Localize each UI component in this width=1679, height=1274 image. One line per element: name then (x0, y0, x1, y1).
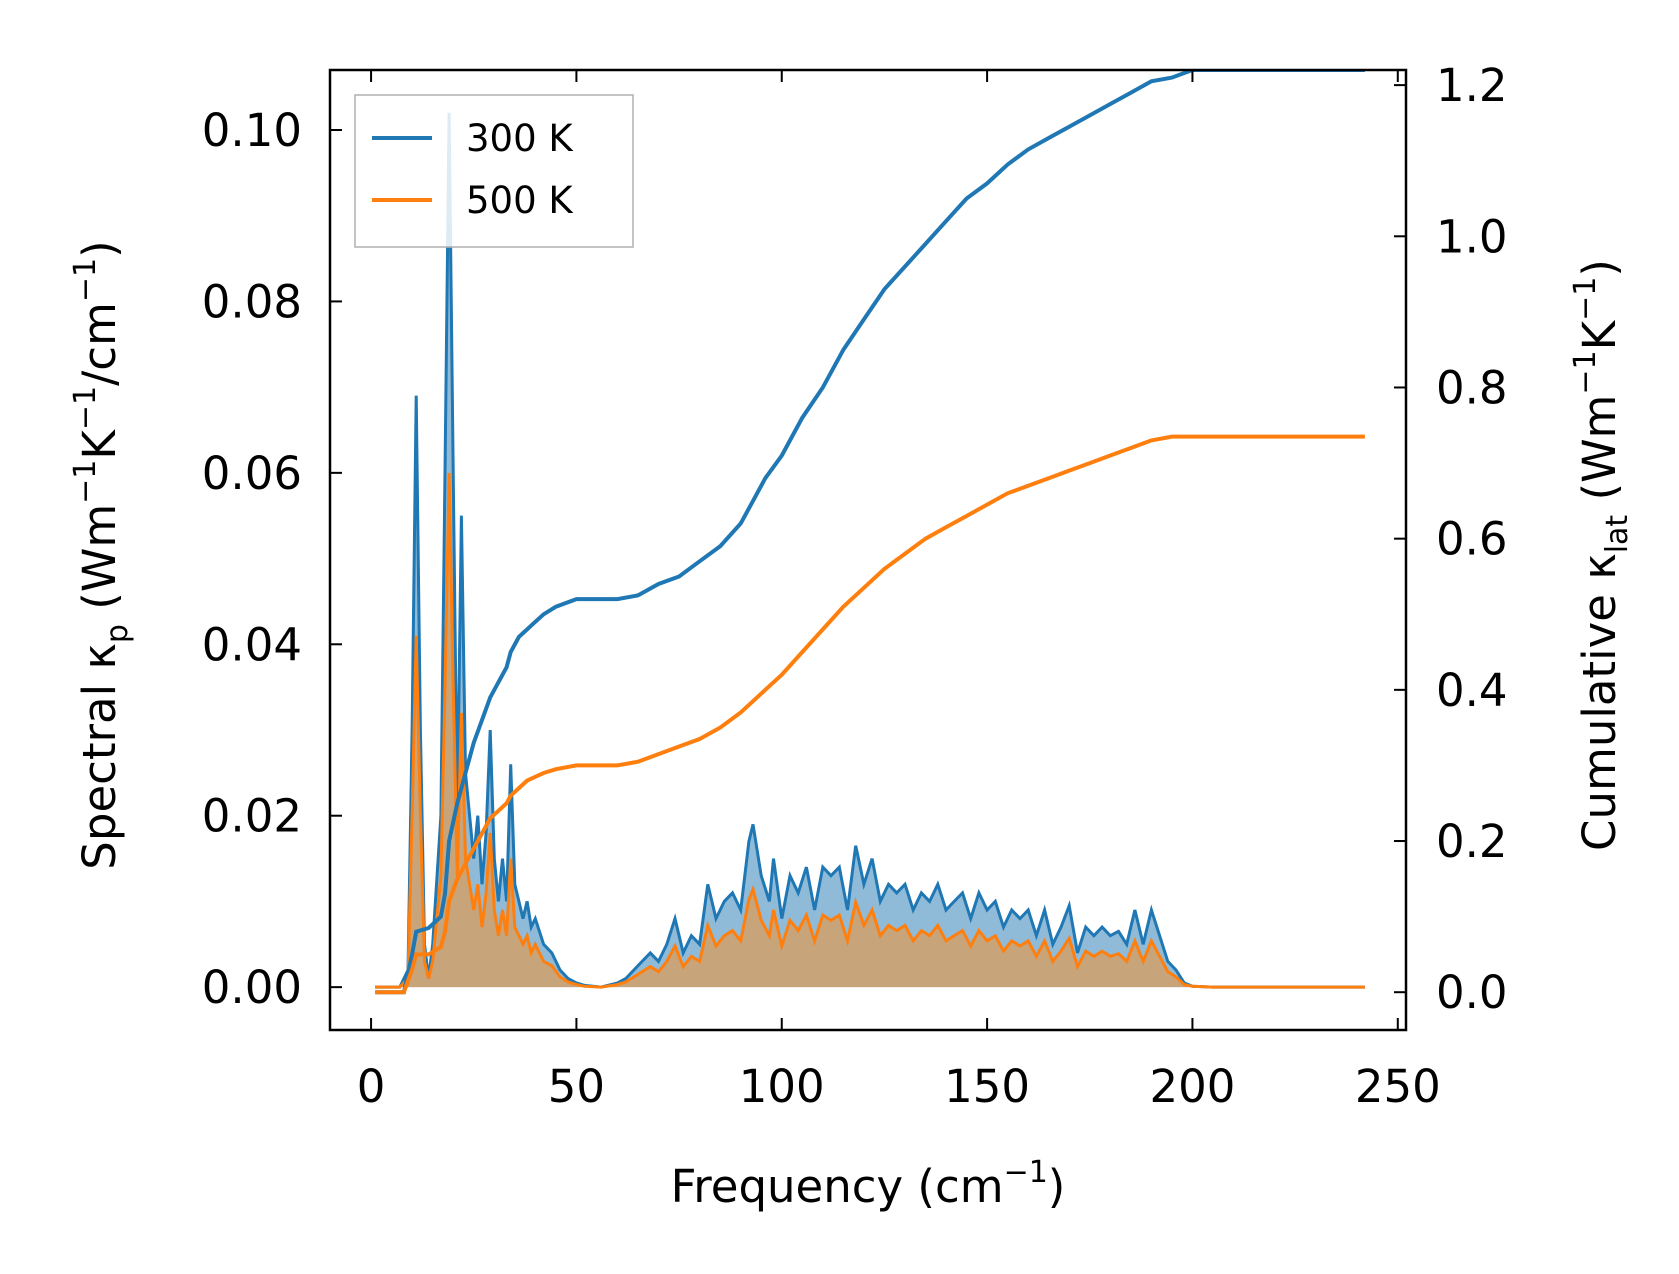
y-left-tick-label-0: 0.00 (202, 961, 302, 1014)
x-axis-title: Frequency (cm−1) (671, 1155, 1066, 1213)
y-right-tick-label-3: 0.6 (1436, 513, 1508, 566)
spectral-500k-line (375, 472, 1365, 989)
y-right-tick-label-4: 0.8 (1436, 361, 1508, 414)
legend-label-300k: 300 K (466, 117, 574, 160)
x-tick-label-4: 200 (1149, 1060, 1235, 1113)
legend-box (354, 94, 634, 248)
y-axis-right-title: Cumulative κlat (Wm−1K−1) (1568, 259, 1635, 851)
y-right-tick-label-2: 0.4 (1436, 664, 1508, 717)
legend-label-500k: 500 K (466, 179, 574, 222)
plot-frame (328, 68, 1408, 1032)
legend: 300 K 500 K (354, 94, 634, 248)
x-tick-label-3: 150 (944, 1060, 1030, 1113)
x-tick-label-2: 100 (739, 1060, 825, 1113)
plot-area (375, 70, 1365, 995)
spectral-500k-fill (375, 472, 1365, 988)
cumulative-300k-line (375, 70, 1365, 995)
x-axis: 0 50 100 150 200 250 (357, 70, 1441, 1113)
y-right-tick-label-5: 1.0 (1436, 210, 1508, 263)
x-tick-label-5: 250 (1355, 1060, 1441, 1113)
y-left-tick-label-3: 0.06 (202, 447, 302, 500)
y-left-tick-label-2: 0.04 (202, 618, 302, 671)
y-left-tick-label-4: 0.08 (202, 275, 302, 328)
x-tick-label-1: 50 (548, 1060, 605, 1113)
y-right-tick-label-1: 0.2 (1436, 815, 1508, 868)
cumulative-500k-line (375, 434, 1365, 995)
y-left-tick-label-1: 0.02 (202, 790, 302, 843)
y-right-tick-label-0: 0.0 (1436, 966, 1508, 1019)
x-tick-label-0: 0 (357, 1060, 386, 1113)
y-axis-left: 0.00 0.02 0.04 0.06 0.08 0.10 (202, 104, 342, 1014)
y-axis-left-title: Spectral κp (Wm−1K−1/cm−1) (68, 240, 135, 869)
y-right-tick-label-6: 1.2 (1436, 59, 1508, 112)
spectral-300k-line (375, 112, 1365, 989)
y-axis-right: 0.0 0.2 0.4 0.6 0.8 1.0 1.2 (1394, 59, 1508, 1019)
y-left-tick-label-5: 0.10 (202, 104, 302, 157)
